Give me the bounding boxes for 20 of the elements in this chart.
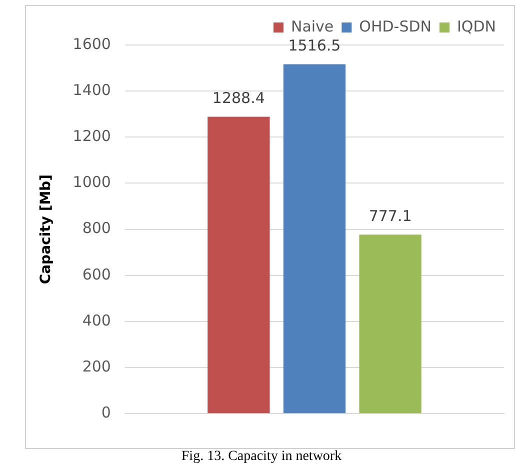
bar — [208, 116, 270, 414]
bar — [283, 64, 346, 414]
y-tick-label: 1600 — [72, 34, 111, 53]
y-tick-label: 200 — [82, 357, 111, 376]
bar — [359, 234, 422, 414]
y-tick-label: 1400 — [72, 80, 111, 99]
y-axis-title: Capacity [Mb] — [38, 174, 54, 284]
data-label: 777.1 — [368, 206, 412, 225]
y-tick-label: 1200 — [72, 127, 111, 146]
legend-label: IQDN — [457, 17, 496, 36]
data-label: 1288.4 — [212, 89, 265, 108]
y-tick-label: 1000 — [72, 173, 111, 192]
y-tick-label: 600 — [82, 265, 111, 284]
y-tick-label: 0 — [101, 403, 111, 422]
data-label: 1516.5 — [288, 36, 341, 55]
caption: Fig. 13. Capacity in network — [180, 449, 343, 465]
legend-label: OHD-SDN — [359, 17, 432, 36]
y-tick-label: 800 — [82, 219, 111, 238]
y-tick-label: 400 — [82, 311, 111, 330]
legend-label: Naive — [290, 17, 334, 36]
